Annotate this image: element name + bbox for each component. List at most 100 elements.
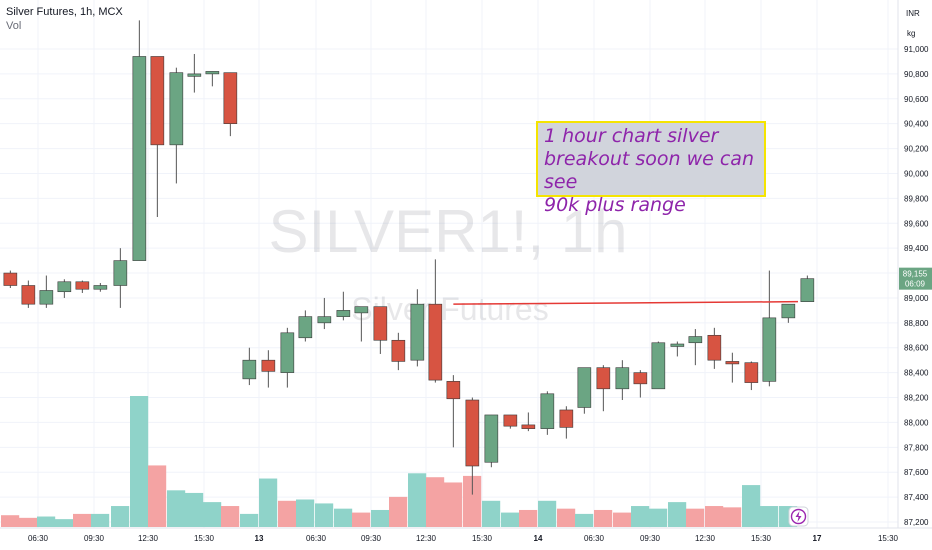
trendline[interactable] <box>453 300 799 305</box>
candle[interactable] <box>223 72 238 137</box>
candle[interactable] <box>391 332 406 371</box>
candle[interactable] <box>781 303 796 323</box>
price-axis[interactable]: 87,200 87,400 87,600 87,800 88,000 88,200 88,4… <box>904 45 929 527</box>
candle[interactable] <box>633 370 648 398</box>
time-tick-label: 15:30 <box>472 534 493 543</box>
time-tick-label: 12:30 <box>695 534 716 543</box>
candle[interactable] <box>744 361 759 391</box>
volume-bar <box>296 499 315 527</box>
time-tick-label: 06:30 <box>306 534 327 543</box>
candle-body <box>521 424 536 429</box>
candle-body <box>21 285 36 305</box>
price-tick-label: 88,600 <box>904 344 929 353</box>
candle[interactable] <box>428 259 443 383</box>
time-tick-label: 09:30 <box>640 534 661 543</box>
candle-body <box>280 332 295 373</box>
candle[interactable] <box>503 414 518 429</box>
candle[interactable] <box>354 306 369 342</box>
candle[interactable] <box>559 406 574 439</box>
candle[interactable] <box>596 365 611 412</box>
candle[interactable] <box>280 327 295 388</box>
volume-bar <box>408 473 427 527</box>
candle[interactable] <box>725 352 740 383</box>
candle[interactable] <box>670 341 685 357</box>
symbol-title[interactable]: Silver Futures, 1h, MCX <box>6 6 123 18</box>
candle-body <box>57 281 72 293</box>
candle[interactable] <box>373 306 388 354</box>
candle[interactable] <box>21 280 36 308</box>
volume-bar <box>37 516 56 527</box>
price-tick-label: 90,200 <box>904 145 929 154</box>
time-tick-label: 12:30 <box>416 534 437 543</box>
volume-bar <box>111 506 130 527</box>
candle-body <box>317 316 332 324</box>
candle-body <box>465 399 480 467</box>
candle[interactable] <box>410 289 425 367</box>
candle[interactable] <box>651 341 666 390</box>
volume-bar <box>501 512 520 527</box>
candle-body <box>540 393 555 429</box>
candle-body <box>3 272 18 286</box>
price-tick-label: 90,000 <box>904 169 929 178</box>
candle[interactable] <box>187 53 202 93</box>
volume-bar <box>221 506 240 527</box>
candle-body <box>391 339 406 362</box>
lightning-icon[interactable] <box>788 506 809 527</box>
time-axis[interactable]: 06:30 09:30 12:30 15:30 13 06:30 09:30 12:30 15:… <box>28 534 899 543</box>
volume-bar <box>19 517 38 527</box>
candle[interactable] <box>39 275 54 308</box>
volume-bar <box>185 492 204 527</box>
candle[interactable] <box>113 248 128 308</box>
last-price-tag: 89,155 06:09 <box>899 267 932 290</box>
candle[interactable] <box>800 275 815 302</box>
candle[interactable] <box>484 414 499 468</box>
price-tick-label: 90,400 <box>904 120 929 129</box>
candle[interactable] <box>242 347 257 386</box>
candle[interactable] <box>261 350 276 388</box>
candle[interactable] <box>93 283 108 292</box>
candle[interactable] <box>336 291 351 321</box>
volume-bar <box>557 508 576 527</box>
candle[interactable] <box>75 280 90 293</box>
price-tick-label: 87,600 <box>904 468 929 477</box>
volume-bar <box>613 512 632 527</box>
candle-body <box>113 260 128 286</box>
price-tick-label: 90,600 <box>904 95 929 104</box>
candle[interactable] <box>446 375 461 448</box>
volume-bar <box>167 490 186 527</box>
candle[interactable] <box>688 329 703 366</box>
candle[interactable] <box>762 270 777 387</box>
candle[interactable] <box>540 391 555 435</box>
candle[interactable] <box>205 71 220 87</box>
candle-body <box>688 336 703 344</box>
time-tick-label: 13 <box>255 534 264 543</box>
candle[interactable] <box>150 56 165 218</box>
candle[interactable] <box>132 20 147 261</box>
candle[interactable] <box>707 327 722 369</box>
candle-body <box>762 317 777 382</box>
volume-bar <box>686 508 705 527</box>
candle-body <box>242 359 257 380</box>
candle-body <box>707 334 722 361</box>
annotation-box[interactable]: 1 hour chart silver breakout soon we can… <box>536 121 766 216</box>
candle-body <box>615 367 630 390</box>
candle[interactable] <box>615 360 630 401</box>
candle[interactable] <box>465 397 480 495</box>
volume-bar <box>203 502 222 527</box>
candle[interactable] <box>3 270 18 288</box>
candle[interactable] <box>317 297 332 330</box>
volume-bar <box>278 500 297 527</box>
volume-bar <box>463 475 482 527</box>
candle-body <box>205 71 220 75</box>
candle[interactable] <box>169 67 184 184</box>
price-tick-label: 87,200 <box>904 518 929 527</box>
candle[interactable] <box>298 310 313 342</box>
candle[interactable] <box>521 412 536 432</box>
candle[interactable] <box>577 367 592 414</box>
candle-body <box>800 278 815 302</box>
candle-body <box>410 303 425 361</box>
candle[interactable] <box>57 279 72 298</box>
time-tick-label: 15:30 <box>194 534 215 543</box>
volume-bar <box>760 506 779 527</box>
